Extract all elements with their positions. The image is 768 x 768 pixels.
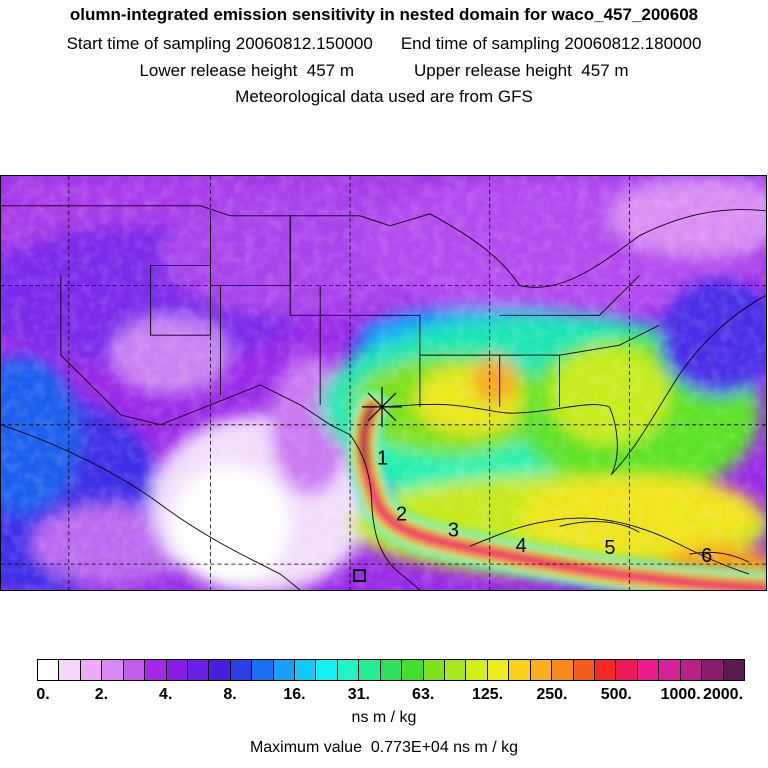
colorbar-ticks: 0. 2. 4. 8. 16. 31. 63. 125. 250. 500. 1000. 2000. xyxy=(0,686,768,708)
colorbar-tick-label: 63. xyxy=(412,686,435,703)
maximum-value-label: Maximum value xyxy=(249,739,362,756)
trajectory-label: 6 xyxy=(701,545,712,567)
star-icon xyxy=(362,386,402,427)
trajectory-label: 4 xyxy=(516,535,527,557)
sampling-times: Start time of sampling 20060812.150000 En… xyxy=(0,33,768,55)
square-icon xyxy=(353,569,367,583)
colorbar-segment xyxy=(723,660,744,680)
colorbar-segment xyxy=(230,660,253,680)
colorbar-segment xyxy=(659,660,681,680)
colorbar-segment xyxy=(145,660,167,680)
colorbar-segment xyxy=(359,660,381,680)
maximum-value-number: 0.773E+04 ns m / kg xyxy=(370,739,519,756)
trajectory-label: 3 xyxy=(448,519,459,541)
colorbar-segment xyxy=(423,660,446,680)
political-boundaries xyxy=(1,205,766,590)
trajectory-labels: 1 2 3 4 5 6 xyxy=(377,448,712,568)
colorbar-segment xyxy=(509,660,531,680)
colorbar-segment xyxy=(680,660,703,680)
colorbar-segment xyxy=(487,660,510,680)
colorbar-tick-label: 500. xyxy=(600,686,632,703)
colorbar-tick-label: 1000. xyxy=(660,686,701,703)
colorbar-tick-label: 250. xyxy=(536,686,568,703)
colorbar-segment xyxy=(530,660,553,680)
map-canvas: 1 2 3 4 5 6 xyxy=(1,176,766,590)
start-time-value: 20060812.150000 xyxy=(235,34,373,53)
colorbar-segment xyxy=(102,660,124,680)
upper-height-label: Upper release height xyxy=(414,61,572,80)
lat-lon-grid xyxy=(1,176,766,590)
colorbar-tick-label: 0. xyxy=(36,686,50,703)
end-time-value: 20060812.180000 xyxy=(564,34,702,53)
start-time-label: Start time of sampling xyxy=(66,34,231,53)
colorbar-segment xyxy=(187,660,210,680)
upper-height-value: 457 m xyxy=(581,61,629,80)
colorbar-segment xyxy=(637,660,660,680)
colorbar-segment xyxy=(209,660,231,680)
colorbar-segment xyxy=(337,660,360,680)
colorbar-segment xyxy=(316,660,338,680)
colorbar xyxy=(37,659,745,681)
sensitivity-map: 1 2 3 4 5 6 xyxy=(0,175,767,591)
lower-height-label: Lower release height xyxy=(139,61,298,80)
lower-height-value: 457 m xyxy=(306,61,354,80)
colorbar-segment xyxy=(380,660,403,680)
colorbar-tick-label: 4. xyxy=(159,686,173,703)
colorbar-segment xyxy=(38,660,60,680)
colorbar-segment xyxy=(702,660,724,680)
colorbar-segment xyxy=(295,660,317,680)
colorbar-segment xyxy=(80,660,103,680)
colorbar-tick-label: 8. xyxy=(223,686,237,703)
colorbar-segment xyxy=(166,660,188,680)
trajectory-label: 2 xyxy=(396,503,407,525)
colorbar-segment xyxy=(552,660,574,680)
map-title: olumn-integrated emission sensitivity in… xyxy=(69,5,699,24)
colorbar-tick-label: 2. xyxy=(94,686,109,703)
colorbar-segment xyxy=(273,660,296,680)
colorbar-units: ns m / kg xyxy=(351,709,417,726)
release-heights: Lower release height 457 m Upper release … xyxy=(0,60,768,82)
colorbar-segment xyxy=(594,660,617,680)
met-data-line: Meteorological data used are from GFS xyxy=(235,87,533,106)
end-time-label: End time of sampling xyxy=(400,34,560,53)
colorbar-segment xyxy=(123,660,146,680)
colorbar-segment xyxy=(573,660,595,680)
colorbar-segment xyxy=(466,660,488,680)
colorbar-tick-label: 125. xyxy=(471,686,504,703)
maximum-value: Maximum value 0.773E+04 ns m / kg xyxy=(0,739,768,757)
colorbar-tick-label: 16. xyxy=(283,686,306,703)
colorbar-segment xyxy=(252,660,274,680)
trajectory-label: 5 xyxy=(604,537,615,559)
colorbar-tick-label: 31. xyxy=(347,686,370,703)
colorbar-tick-label: 2000. xyxy=(702,686,744,703)
colorbar-segment xyxy=(616,660,638,680)
colorbar-segment xyxy=(445,660,467,680)
trajectory-label: 1 xyxy=(377,448,388,470)
colorbar-segment xyxy=(59,660,81,680)
colorbar-segment xyxy=(402,660,424,680)
